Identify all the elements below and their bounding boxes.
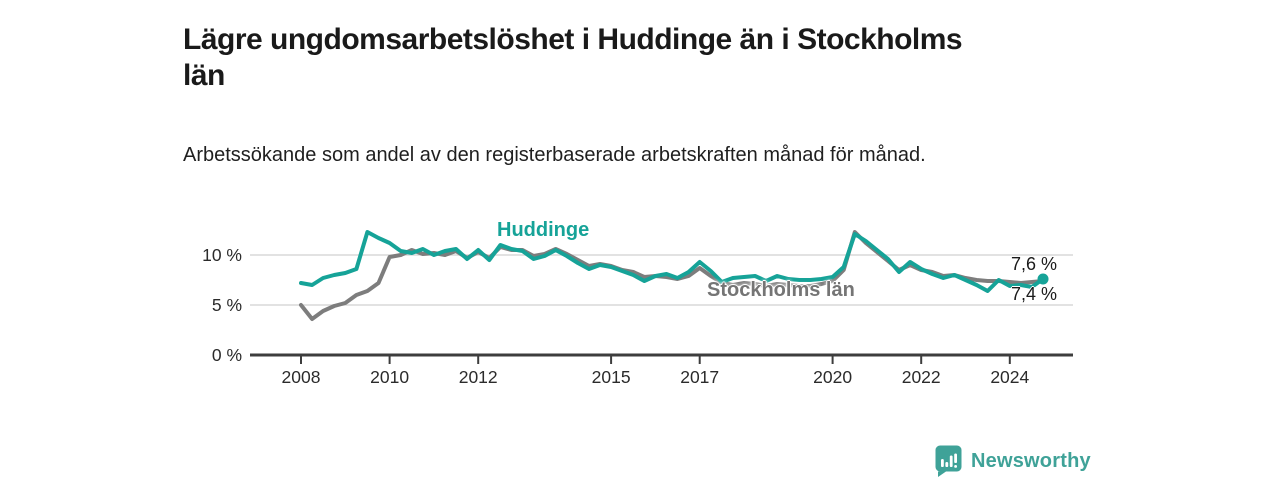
- x-tick-label: 2010: [370, 367, 409, 387]
- bar-2: [945, 462, 949, 467]
- stockholm-end-value-label: 7,4 %: [1011, 284, 1058, 304]
- x-tick-label: 2020: [813, 367, 852, 387]
- x-tick-label: 2012: [459, 367, 498, 387]
- newsworthy-wordmark: Newsworthy: [971, 449, 1091, 472]
- stockholm-series-label: Stockholms län: [707, 279, 855, 301]
- huddinge-end-dot: [1037, 273, 1049, 285]
- x-tick-label: 2017: [680, 367, 719, 387]
- page-subtitle: Arbetssökande som andel av den registerb…: [183, 144, 926, 166]
- newsworthy-logo[interactable]: Newsworthy: [933, 445, 1091, 477]
- huddinge-end-value-label: 7,6 %: [1011, 254, 1058, 274]
- x-tick-labels: 2008 2010 2012 2015 2017 2020 2022 2024: [282, 367, 1030, 387]
- huddinge-line: [299, 230, 1045, 293]
- huddinge-series-label: Huddinge: [497, 219, 590, 241]
- y-tick-labels: 0 % 5 % 10 %: [202, 245, 242, 365]
- y-tick-label: 0 %: [212, 345, 242, 365]
- bar-3: [949, 455, 953, 467]
- exclamation-dot: [954, 465, 957, 468]
- x-tick-label: 2015: [592, 367, 631, 387]
- exclamation-bar: [954, 453, 957, 463]
- y-axis-grid: [250, 254, 1073, 357]
- series-lines: [299, 230, 1045, 321]
- x-tick-label: 2008: [282, 367, 321, 387]
- y-tick-label: 10 %: [202, 245, 242, 265]
- bar-chart-speech-bubble-icon: [935, 445, 962, 477]
- page-title: Lägre ungdomsarbetslöshet i Huddinge än …: [183, 23, 963, 93]
- y-tick-label: 5 %: [212, 295, 242, 315]
- huddinge-end-dot-circle: [1037, 273, 1049, 285]
- speech-bubble-shape: [935, 445, 962, 477]
- x-axis: [300, 356, 1011, 364]
- x-tick-label: 2022: [902, 367, 941, 387]
- x-tick-label: 2024: [990, 367, 1029, 387]
- bar-1: [941, 459, 944, 467]
- logo-icon-shapes: [935, 445, 962, 477]
